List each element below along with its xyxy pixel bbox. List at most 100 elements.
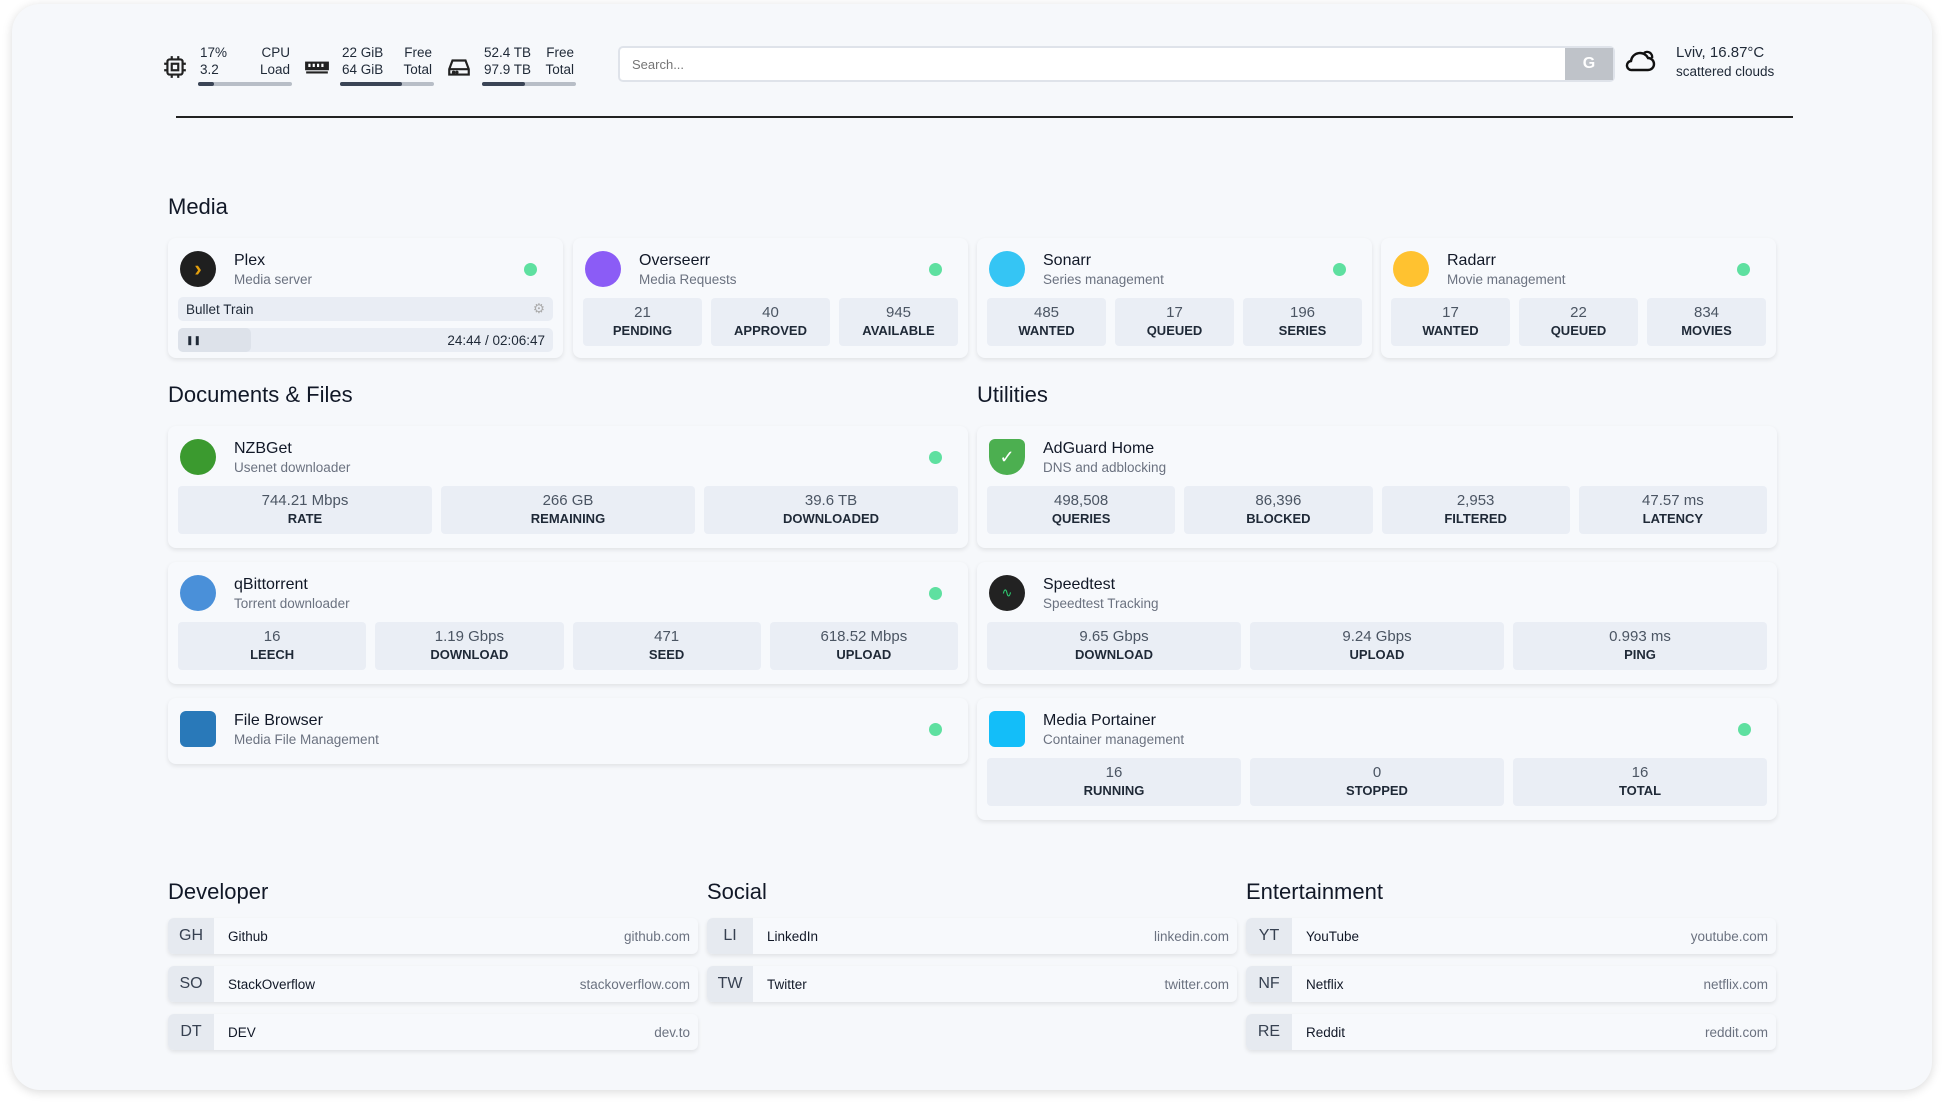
stat-label: MOVIES	[1681, 323, 1732, 338]
section-utilities: Utilities	[977, 382, 1048, 407]
nzbget-icon	[180, 439, 216, 475]
plex-icon: ›	[180, 251, 216, 287]
service-text: Sonarr Series management	[1043, 252, 1164, 287]
overseerr-icon	[585, 251, 621, 287]
stat-value: 17	[1166, 304, 1183, 321]
bookmark-url: linkedin.com	[1153, 928, 1229, 944]
search-provider-button[interactable]: G	[1565, 48, 1613, 80]
section-entertainment: Entertainment	[1246, 879, 1383, 904]
bookmark-github[interactable]: GH Github github.com	[168, 918, 698, 954]
cpu-widget: 17% CPU 3.2 Load	[162, 44, 292, 94]
service-card-plex[interactable]: › Plex Media server Bullet Train ⚙ ❚❚ 24:44 / …	[168, 238, 563, 358]
bookmark-youtube[interactable]: YT YouTube youtube.com	[1246, 918, 1776, 954]
service-card-file-browser[interactable]: File Browser Media File Management	[168, 698, 968, 764]
service-card-adguard-home[interactable]: ✓ AdGuard Home DNS and adblocking 498,508 QU…	[977, 426, 1777, 548]
service-text: Radarr Movie management	[1447, 252, 1566, 287]
service-header: NZBGet Usenet downloader	[178, 436, 958, 478]
stat-value: 39.6 TB	[804, 492, 858, 509]
service-card-speedtest[interactable]: ∿ Speedtest Speedtest Tracking 9.65 Gbps DOW…	[977, 562, 1777, 684]
stat-value: 945	[885, 304, 912, 321]
memory-total: 64 GiB	[342, 62, 384, 77]
sonarr-icon	[989, 251, 1025, 287]
service-header: Overseerr Media Requests	[583, 248, 958, 290]
bookmark-abbreviation: RE	[1246, 1014, 1292, 1050]
service-description: Media Requests	[639, 271, 737, 287]
stat-block-movies: 834 MOVIES	[1647, 298, 1766, 346]
adguard-shield-icon: ✓	[989, 439, 1025, 475]
bookmark-twitter[interactable]: TW Twitter twitter.com	[707, 966, 1237, 1002]
bookmark-reddit[interactable]: RE Reddit reddit.com	[1246, 1014, 1776, 1050]
service-text: NZBGet Usenet downloader	[234, 440, 350, 475]
stat-label: DOWNLOADED	[782, 511, 880, 526]
service-stats: 744.21 Mbps RATE 266 GB REMAINING 39.6 TB DOW…	[178, 486, 958, 534]
service-text: qBittorrent Torrent downloader	[234, 576, 350, 611]
stat-block-wanted: 17 WANTED	[1391, 298, 1510, 346]
service-description: Media File Management	[234, 731, 379, 747]
stat-label: QUEUED	[1146, 323, 1203, 338]
bookmark-url: github.com	[623, 928, 690, 944]
stat-block-upload: 9.24 Gbps UPLOAD	[1250, 622, 1504, 670]
progress-fill	[178, 328, 252, 352]
section-media: Media	[168, 194, 228, 219]
bookmark-url: netflix.com	[1703, 976, 1768, 992]
disk-widget: 52.4 TB Free 97.9 TB Total	[446, 44, 576, 94]
service-header: › Plex Media server	[178, 248, 553, 290]
stat-value: 21	[634, 304, 651, 321]
free-label: Free	[546, 45, 574, 60]
stat-label: LATENCY	[1642, 511, 1704, 526]
stat-block-remaining: 266 GB REMAINING	[441, 486, 695, 534]
stat-value: 86,396	[1255, 492, 1302, 509]
stat-label: AVAILABLE	[862, 323, 935, 338]
service-card-sonarr[interactable]: Sonarr Series management 485 WANTED 17 QUEUED…	[977, 238, 1372, 358]
section-social: Social	[707, 879, 767, 904]
bookmark-dev[interactable]: DT DEV dev.to	[168, 1014, 698, 1050]
status-indicator	[929, 587, 942, 600]
service-card-media-portainer[interactable]: Media Portainer Container management 16 RUN…	[977, 698, 1777, 820]
stat-label: RUNNING	[1083, 783, 1145, 798]
playback-progress[interactable]: ❚❚ 24:44 / 02:06:47	[178, 328, 553, 352]
stat-label: RATE	[287, 511, 323, 526]
bookmark-abbreviation: LI	[707, 918, 753, 954]
stat-value: 22	[1570, 304, 1587, 321]
stat-block-rate: 744.21 Mbps RATE	[178, 486, 432, 534]
service-description: Torrent downloader	[234, 595, 350, 611]
service-header: Sonarr Series management	[987, 248, 1362, 290]
service-description: Media server	[234, 271, 313, 287]
service-description: DNS and adblocking	[1043, 459, 1167, 475]
stat-value: 834	[1693, 304, 1720, 321]
search-input[interactable]	[620, 48, 1565, 80]
service-text: Overseerr Media Requests	[639, 252, 737, 287]
stat-block-blocked: 86,396 BLOCKED	[1184, 486, 1373, 534]
service-name: Overseerr	[639, 251, 711, 269]
stat-label: DOWNLOAD	[430, 647, 509, 662]
status-indicator	[1737, 263, 1750, 276]
stat-value: 40	[762, 304, 779, 321]
stat-block-filtered: 2,953 FILTERED	[1381, 486, 1570, 534]
stat-value: 471	[654, 628, 680, 645]
bookmark-abbreviation: YT	[1246, 918, 1292, 954]
total-label: Total	[403, 62, 432, 77]
service-card-radarr[interactable]: Radarr Movie management 17 WANTED 22 QUEUED 83…	[1381, 238, 1776, 358]
weather-location: Lviv, 16.87°C	[1676, 44, 1765, 61]
stat-label: TOTAL	[1618, 783, 1662, 798]
bookmark-linkedin[interactable]: LI LinkedIn linkedin.com	[707, 918, 1237, 954]
status-indicator	[929, 263, 942, 276]
stat-value: 47.57 ms	[1642, 492, 1704, 509]
service-description: Usenet downloader	[234, 459, 351, 475]
stat-value: 17	[1442, 304, 1459, 321]
bookmark-stackoverflow[interactable]: SO StackOverflow stackoverflow.com	[168, 966, 698, 1002]
service-stats: 16 RUNNING 0 STOPPED 16 TOTAL	[987, 758, 1767, 806]
weather-condition: scattered clouds	[1676, 64, 1775, 79]
pause-icon[interactable]: ❚❚	[186, 334, 202, 345]
bookmark-netflix[interactable]: NF Netflix netflix.com	[1246, 966, 1776, 1002]
bookmark-name: Reddit	[1306, 1024, 1346, 1040]
service-card-nzbget[interactable]: NZBGet Usenet downloader 744.21 Mbps RATE 26…	[168, 426, 968, 548]
service-card-qbittorrent[interactable]: qBittorrent Torrent downloader 16 LEECH 1.19…	[168, 562, 968, 684]
bookmark-url: twitter.com	[1164, 976, 1229, 992]
service-card-overseerr[interactable]: Overseerr Media Requests 21 PENDING 40 APPROV…	[573, 238, 968, 358]
stat-block-leech: 16 LEECH	[178, 622, 367, 670]
stat-label: FILTERED	[1444, 511, 1507, 526]
stat-label: WANTED	[1422, 323, 1479, 338]
disk-free: 52.4 TB	[484, 45, 532, 60]
speedtest-icon: ∿	[989, 575, 1025, 611]
